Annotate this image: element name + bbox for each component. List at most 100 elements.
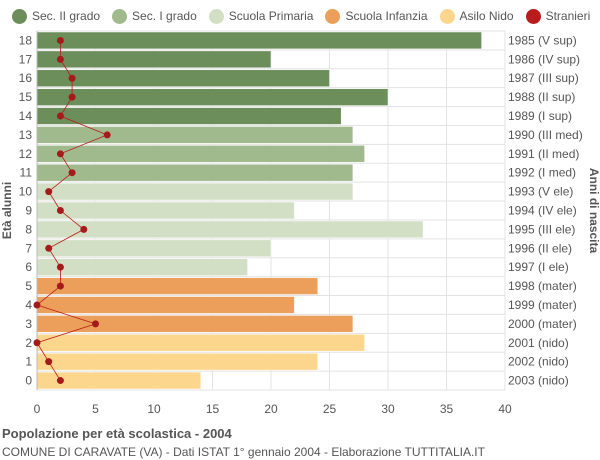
chart-title: Popolazione per età scolastica - 2004 xyxy=(2,426,232,441)
legend-label: Sec. II grado xyxy=(32,9,101,23)
age-tick-label: 12 xyxy=(19,147,33,161)
age-tick-label: 14 xyxy=(19,109,33,123)
age-tick-label: 9 xyxy=(25,204,32,218)
chart-subtitle: COMUNE DI CARAVATE (VA) - Dati ISTAT 1° … xyxy=(2,445,485,459)
legend-item: Sec. II grado xyxy=(12,8,101,24)
stranieri-point xyxy=(68,74,76,82)
bar xyxy=(36,50,272,69)
bar xyxy=(36,258,248,276)
x-tick-label: 30 xyxy=(381,402,395,416)
bar xyxy=(36,334,365,352)
legend: Sec. II grado Sec. I grado Scuola Primaria… xyxy=(12,6,592,26)
age-tick-label: 10 xyxy=(19,185,33,199)
birth-year-label: 1985 (V sup) xyxy=(508,33,577,47)
age-tick-label: 18 xyxy=(19,33,33,47)
x-tick-label: 20 xyxy=(264,402,278,416)
age-tick-label: 11 xyxy=(20,166,33,180)
stranieri-point xyxy=(68,169,76,177)
bar xyxy=(36,164,354,182)
x-tick-label: 10 xyxy=(147,402,161,416)
legend-swatch xyxy=(325,8,341,24)
legend-label: Scuola Infanzia xyxy=(345,9,428,23)
legend-label: Sec. I grado xyxy=(132,9,197,23)
y-axis-title: Età alunni xyxy=(0,182,14,239)
bar xyxy=(36,352,319,371)
bar xyxy=(36,201,295,220)
legend-item: Scuola Infanzia xyxy=(325,8,428,24)
x-tick-label: 35 xyxy=(440,402,454,416)
birth-year-label: 1993 (V ele) xyxy=(508,185,573,199)
stranieri-point xyxy=(56,207,64,214)
stranieri-point xyxy=(56,263,64,271)
age-tick-label: 17 xyxy=(19,52,33,66)
birth-year-label: 2000 (mater) xyxy=(508,317,577,331)
birth-year-label: 1986 (IV sup) xyxy=(508,52,580,66)
x-tick-label: 5 xyxy=(92,402,99,416)
legend-item: Stranieri xyxy=(525,8,591,24)
birth-year-label: 1992 (I med) xyxy=(508,166,576,180)
bar xyxy=(36,145,365,163)
age-tick-label: 13 xyxy=(19,128,33,142)
bar xyxy=(36,31,482,50)
stranieri-point xyxy=(45,244,53,252)
birth-year-label: 1991 (II med) xyxy=(508,147,579,161)
x-tick-label: 25 xyxy=(323,402,337,416)
age-tick-label: 4 xyxy=(25,298,32,312)
age-tick-label: 0 xyxy=(25,374,32,388)
age-tick-label: 5 xyxy=(25,279,32,293)
birth-year-label: 2002 (nido) xyxy=(508,355,569,369)
stranieri-point xyxy=(33,339,41,347)
birth-year-label: 1999 (mater) xyxy=(508,298,577,312)
birth-year-label: 1997 (I ele) xyxy=(508,260,569,274)
bar xyxy=(36,88,389,106)
legend-swatch xyxy=(12,8,27,24)
bar xyxy=(36,182,354,201)
x-tick-label: 40 xyxy=(498,402,512,416)
birth-year-label: 1994 (IV ele) xyxy=(508,204,577,218)
legend-label: Scuola Primaria xyxy=(228,9,314,23)
stranieri-point xyxy=(56,55,64,63)
age-tick-label: 7 xyxy=(25,241,32,255)
stranieri-point xyxy=(80,225,88,233)
bar xyxy=(36,296,295,314)
bar xyxy=(36,315,354,333)
stranieri-point xyxy=(92,320,99,328)
bar xyxy=(36,126,354,144)
birth-year-label: 1989 (I sup) xyxy=(508,109,572,123)
stranieri-point xyxy=(103,131,111,139)
stranieri-point xyxy=(56,112,64,120)
x-tick-label: 0 xyxy=(34,402,41,416)
stranieri-point xyxy=(45,358,53,366)
stranieri-point xyxy=(45,188,53,196)
bar xyxy=(36,220,424,239)
birth-year-label: 1996 (II ele) xyxy=(508,241,572,255)
birth-year-label: 1987 (III sup) xyxy=(508,71,579,85)
stranieri-point xyxy=(56,36,64,44)
legend-swatch xyxy=(208,8,224,24)
legend-swatch xyxy=(525,8,541,24)
stranieri-point xyxy=(33,301,41,309)
legend-swatch xyxy=(112,8,128,24)
bar xyxy=(36,277,319,295)
age-tick-label: 8 xyxy=(25,222,32,236)
birth-year-label: 1988 (II sup) xyxy=(508,90,575,104)
stranieri-point xyxy=(56,377,64,385)
bar xyxy=(36,69,330,87)
stranieri-point xyxy=(68,93,76,101)
age-tick-label: 1 xyxy=(25,355,32,369)
birth-year-label: 1998 (mater) xyxy=(508,279,577,293)
age-tick-label: 15 xyxy=(19,90,33,104)
bar xyxy=(36,239,272,257)
legend-swatch xyxy=(439,8,455,24)
bar xyxy=(36,107,342,125)
age-tick-label: 16 xyxy=(19,71,33,85)
legend-item: Asilo Nido xyxy=(439,8,514,24)
birth-year-label: 1995 (III ele) xyxy=(508,222,575,236)
stranieri-point xyxy=(56,150,64,158)
y-axis-right-title: Anni di nascita xyxy=(587,168,600,254)
legend-label: Stranieri xyxy=(545,9,591,23)
age-tick-label: 3 xyxy=(25,317,32,331)
birth-year-label: 2001 (nido) xyxy=(508,336,569,350)
legend-item: Sec. I grado xyxy=(112,8,197,24)
